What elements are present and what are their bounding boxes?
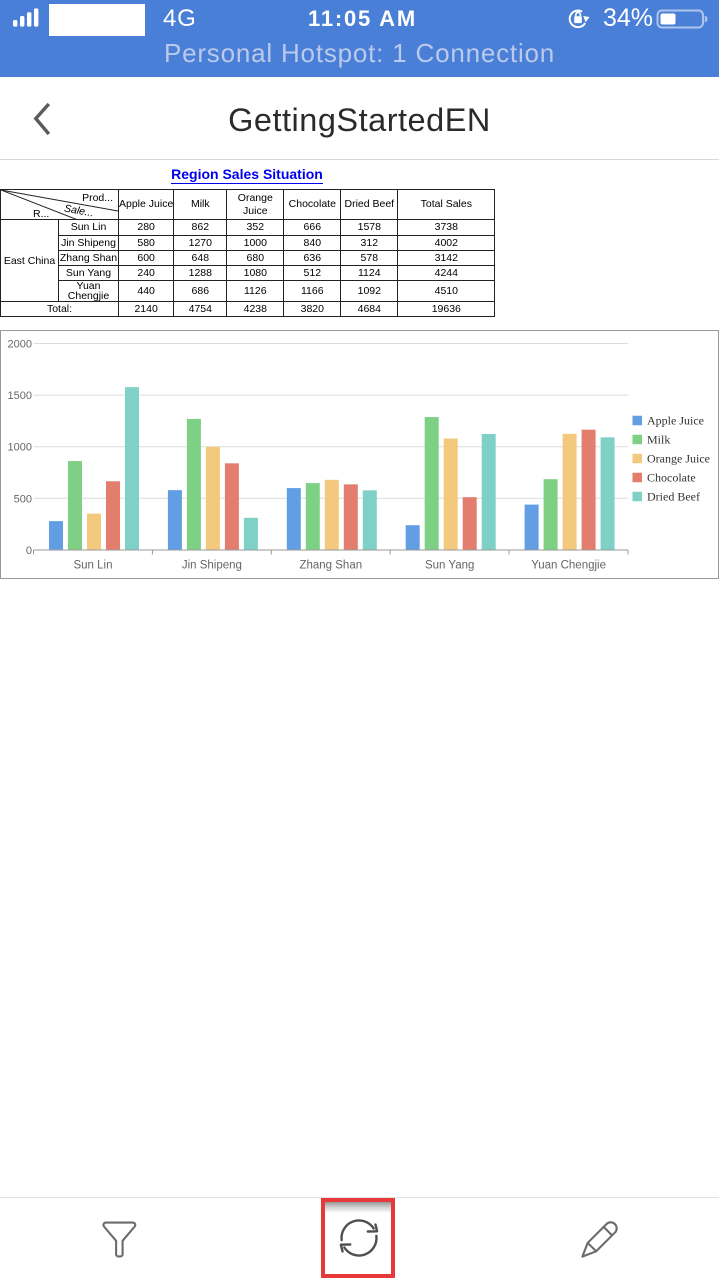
svg-text:Chocolate: Chocolate — [647, 471, 696, 485]
svg-text:Sun Lin: Sun Lin — [73, 560, 112, 572]
svg-text:Zhang Shan: Zhang Shan — [299, 560, 362, 572]
svg-text:1000: 1000 — [8, 442, 32, 454]
svg-text:Sun Yang: Sun Yang — [425, 560, 474, 572]
svg-text:500: 500 — [14, 493, 32, 505]
svg-text:Jin Shipeng: Jin Shipeng — [182, 560, 242, 572]
svg-text:Yuan Chengjie: Yuan Chengjie — [531, 560, 606, 572]
svg-text:Dried Beef: Dried Beef — [647, 490, 700, 504]
svg-text:Milk: Milk — [647, 433, 670, 447]
svg-text:Orange Juice: Orange Juice — [647, 452, 710, 466]
svg-text:0: 0 — [26, 545, 32, 557]
svg-text:Apple Juice: Apple Juice — [647, 414, 704, 428]
svg-text:2000: 2000 — [8, 339, 32, 351]
svg-text:1500: 1500 — [8, 390, 32, 402]
